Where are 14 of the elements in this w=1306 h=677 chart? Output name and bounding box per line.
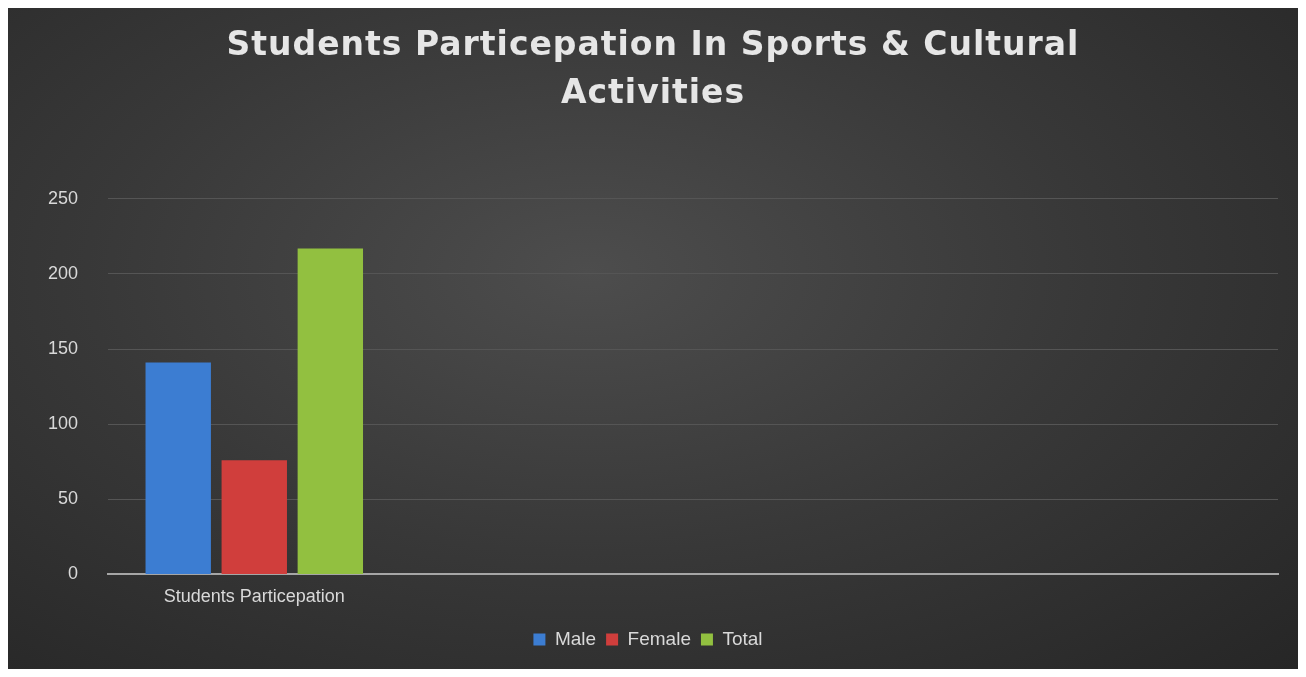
bar bbox=[297, 248, 364, 574]
y-tick-label: 200 bbox=[47, 262, 79, 283]
chart-title: Students Particepation In Sports & Cultural Activities bbox=[225, 23, 1081, 113]
y-tick-label: 100 bbox=[47, 413, 79, 434]
legend-label: Female bbox=[627, 627, 691, 649]
legend-label: Male bbox=[554, 627, 597, 649]
y-tick-label: 0 bbox=[68, 563, 79, 584]
bar bbox=[145, 362, 211, 574]
y-tick-label: 50 bbox=[58, 488, 79, 509]
bar bbox=[221, 460, 287, 574]
y-tick-label: 150 bbox=[47, 338, 79, 359]
x-tick-label: Students Particepation bbox=[163, 586, 345, 607]
legend-label: Total bbox=[722, 627, 763, 649]
y-tick-label: 250 bbox=[47, 187, 79, 208]
